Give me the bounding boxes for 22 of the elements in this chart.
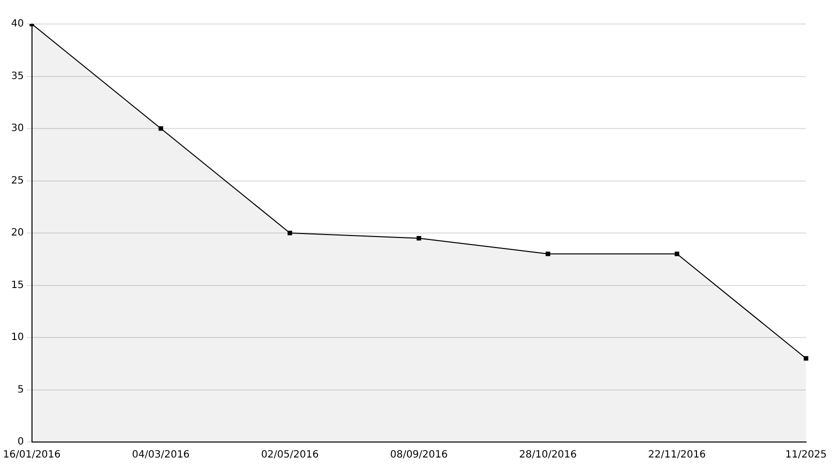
x-tick-label: 04/03/2016: [132, 450, 190, 461]
x-tick-label: 08/09/2016: [390, 450, 448, 461]
y-tick-label: 0: [17, 436, 24, 448]
x-tick-label: 22/11/2016: [648, 450, 706, 461]
y-tick-label: 5: [17, 384, 24, 396]
x-tick-label: 02/05/2016: [261, 450, 319, 461]
y-tick-label: 35: [11, 70, 24, 82]
y-tick-label: 20: [11, 228, 24, 239]
y-tick-label: 30: [11, 123, 24, 134]
point: [416, 236, 422, 240]
y-tick-label: 15: [11, 280, 24, 291]
point: [158, 126, 164, 131]
point: [288, 230, 292, 236]
y-tick-label: 40: [11, 18, 24, 30]
x-tick-label: 11/2025: [785, 450, 827, 461]
point: [804, 356, 808, 361]
point: [674, 252, 680, 256]
x-tick-label: 16/01/2016: [3, 450, 61, 461]
x-tick-label: 28/10/2016: [519, 450, 577, 461]
y-tick-label: 10: [11, 332, 24, 344]
y-tick-label: 25: [11, 175, 24, 186]
point: [546, 252, 550, 256]
